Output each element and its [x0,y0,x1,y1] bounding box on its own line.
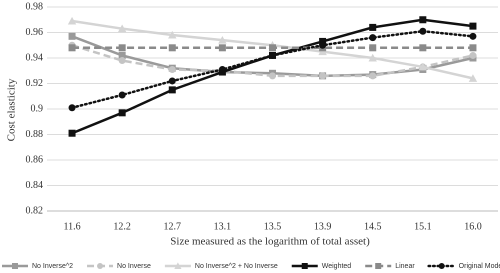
y-tick-label: 0.88 [26,129,44,140]
marker [67,16,77,25]
y-tick-label: 0.86 [26,154,44,165]
x-tick-label: 11.6 [63,221,80,232]
marker [269,51,276,59]
marker [218,44,226,52]
marker [469,44,477,52]
legend-label: Linear [395,263,415,270]
x-tick-label: 15.1 [414,221,432,232]
marker [168,65,176,73]
y-tick-label: 0.98 [26,1,44,12]
marker [369,34,377,42]
y-axis-label: Cost elasticity [6,78,18,141]
marker [419,44,427,52]
marker [118,91,126,99]
y-tick-label: 0.9 [31,103,44,114]
marker [218,65,226,73]
x-tick-label: 12.7 [164,221,182,232]
y-tick-label: 0.82 [26,205,44,216]
marker [168,86,176,94]
marker [117,24,127,33]
x-tick-label: 14.5 [364,221,382,232]
marker [368,53,377,62]
x-tick-label: 13.5 [264,221,282,232]
marker [319,37,327,45]
marker [68,104,76,112]
y-tick-label: 0.92 [26,78,44,89]
marker [369,23,377,31]
marker [319,41,327,49]
legend-marker [12,263,18,269]
marker [369,44,377,52]
x-axis-label: Size measured as the logarithm of total … [170,236,370,248]
legend-label: No Inverse^2 [32,263,73,270]
x-tick-label: 12.2 [113,221,131,232]
x-tick-label: 16.0 [464,221,482,232]
legend-label: Original Model [459,263,500,270]
marker [418,62,428,71]
marker [118,44,126,52]
legend-label: No Inverse [117,263,151,270]
marker [419,16,427,24]
legend-marker [174,262,182,269]
x-tick-label: 13.1 [214,221,232,232]
marker [68,129,76,137]
y-tick-label: 0.84 [26,180,44,191]
legend-label: No Inverse^2 + No Inverse [195,263,278,270]
y-tick-label: 0.94 [26,52,44,63]
marker [369,72,377,80]
marker [168,44,176,52]
marker [118,51,126,59]
marker [469,51,477,59]
marker [68,32,76,40]
marker [68,44,76,52]
marker [468,74,478,82]
marker [168,77,176,85]
marker [319,72,327,80]
y-tick-label: 0.96 [26,27,44,38]
marker [168,30,177,39]
x-tick-label: 13.9 [314,221,332,232]
marker [269,72,276,80]
marker [469,22,477,30]
marker [419,27,427,35]
marker [469,32,477,40]
marker [118,57,126,65]
marker [118,109,126,117]
legend-label: Weighted [322,263,352,270]
marker [218,35,227,44]
legend-marker [438,263,445,269]
legend-marker [301,263,308,269]
marker [269,44,276,52]
legend-marker [97,263,104,269]
legend-marker [375,263,382,269]
